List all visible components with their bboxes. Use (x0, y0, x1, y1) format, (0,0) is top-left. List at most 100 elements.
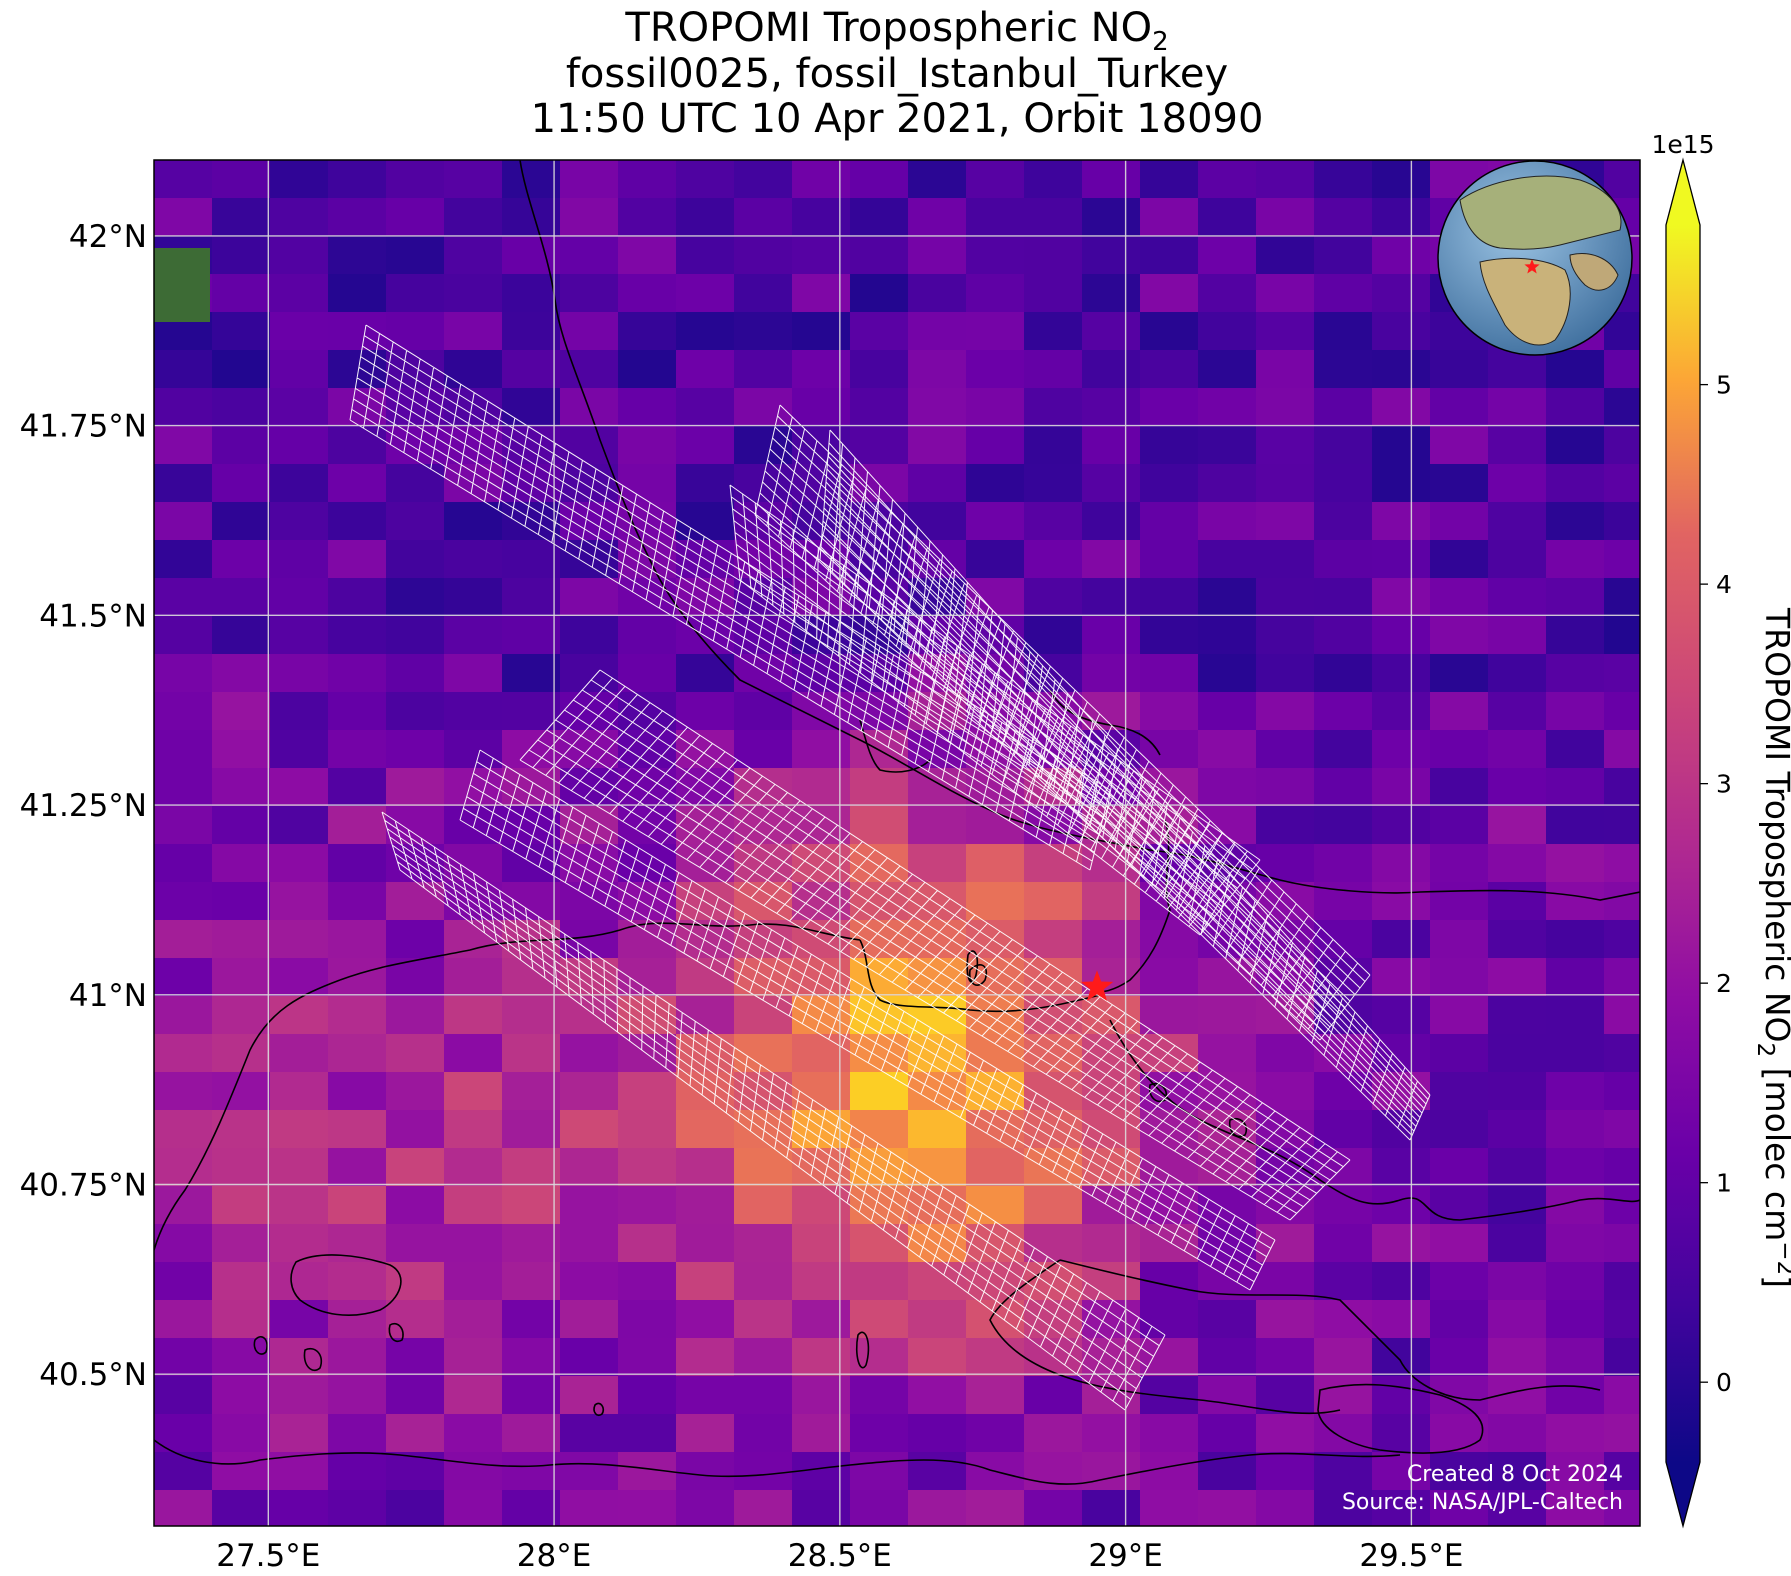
no2-cell (1430, 806, 1489, 845)
no2-cell (1256, 806, 1315, 845)
no2-cell (386, 692, 445, 731)
no2-cell (966, 274, 1025, 313)
no2-cell (1430, 1224, 1489, 1263)
no2-cell (1140, 1376, 1199, 1415)
no2-cell (966, 312, 1025, 351)
no2-cell (1372, 958, 1431, 997)
no2-cell (1546, 464, 1605, 503)
no2-cell (618, 882, 677, 921)
no2-cell (1314, 350, 1373, 389)
no2-cell (328, 274, 387, 313)
no2-cell (386, 1452, 445, 1491)
no2-cell (1256, 312, 1315, 351)
no2-cell (1488, 768, 1547, 807)
no2-cell (618, 958, 677, 997)
no2-cell (966, 1490, 1025, 1526)
no2-cell (676, 844, 735, 883)
no2-cell (1198, 996, 1257, 1035)
no2-cell (1372, 502, 1431, 541)
no2-cell (618, 1490, 677, 1526)
no2-cell (1024, 502, 1083, 541)
no2-cell (734, 768, 793, 807)
no2-cell (270, 1414, 329, 1453)
no2-cell (502, 160, 561, 199)
longitude-labels: 27.5°E 28°E 28.5°E 29°E 29.5°E (216, 1538, 1463, 1574)
no2-cell (676, 274, 735, 313)
no2-cell (1546, 920, 1605, 959)
no2-cell (386, 578, 445, 617)
no2-cell (734, 1452, 793, 1491)
no2-cell (502, 388, 561, 427)
no2-cell (966, 426, 1025, 465)
no2-cell (792, 1224, 851, 1263)
no2-cell (212, 464, 271, 503)
no2-cell (270, 996, 329, 1035)
no2-cell (908, 996, 967, 1035)
no2-cell (618, 806, 677, 845)
no2-cell (1082, 1414, 1141, 1453)
no2-cell (1256, 1148, 1315, 1187)
no2-cell (328, 578, 387, 617)
no2-cell (154, 920, 213, 959)
longitude-label: 28.5°E (788, 1538, 892, 1574)
no2-cell (328, 996, 387, 1035)
no2-cell (1140, 996, 1199, 1035)
no2-cell (1314, 312, 1373, 351)
no2-cell (1082, 1224, 1141, 1263)
no2-cell (1372, 464, 1431, 503)
no2-cell (154, 350, 213, 389)
no2-cell (1488, 1262, 1547, 1301)
no2-cell (1256, 198, 1315, 237)
no2-cell (270, 1262, 329, 1301)
no2-cell (444, 654, 503, 693)
no2-cell (1256, 1224, 1315, 1263)
no2-cell (1430, 730, 1489, 769)
no2-cell (1372, 1414, 1431, 1453)
no2-cell (502, 1034, 561, 1073)
no2-cell (1024, 198, 1083, 237)
no2-cell (676, 1300, 735, 1339)
no2-cell (618, 1034, 677, 1073)
no2-cell (270, 1110, 329, 1149)
no2-cell (618, 274, 677, 313)
no2-cell (1430, 1186, 1489, 1225)
no2-cell (792, 388, 851, 427)
no2-cell (1604, 1186, 1640, 1225)
no2-cell (966, 388, 1025, 427)
no2-cell (1372, 1452, 1431, 1491)
no2-cell (328, 1034, 387, 1073)
no2-cell (618, 692, 677, 731)
globe-arabia (1569, 253, 1619, 291)
no2-cell (1082, 502, 1141, 541)
no2-cell (1546, 1490, 1605, 1526)
no2-cell (1256, 1452, 1315, 1491)
no2-cell (1604, 958, 1640, 997)
no2-cell (676, 654, 735, 693)
colorbar-tick-label: 0 (1716, 1368, 1732, 1397)
no2-cell (850, 160, 909, 199)
no2-cell (1488, 654, 1547, 693)
colorbar-tick-label: 2 (1716, 969, 1732, 998)
no2-cell (1314, 692, 1373, 731)
no2-cell (212, 806, 271, 845)
no2-cell (560, 1262, 619, 1301)
no2-cell (618, 388, 677, 427)
no2-cell (386, 198, 445, 237)
no2-cell (908, 578, 967, 617)
no2-cell (734, 1376, 793, 1415)
no2-cell (270, 464, 329, 503)
no2-cell (386, 502, 445, 541)
colorbar-gradient (1666, 225, 1700, 1462)
no2-cell (734, 236, 793, 275)
no2-cell (328, 502, 387, 541)
no2-cell (618, 236, 677, 275)
no2-cell (212, 274, 271, 313)
no2-cell (1024, 1148, 1083, 1187)
no2-cell (1314, 1072, 1373, 1111)
no2-cell (1198, 1148, 1257, 1187)
no2-cell (792, 1186, 851, 1225)
no2-cell (850, 388, 909, 427)
no2-cell (1256, 160, 1315, 199)
latitude-label: 42°N (69, 219, 147, 255)
no2-cell (212, 540, 271, 579)
